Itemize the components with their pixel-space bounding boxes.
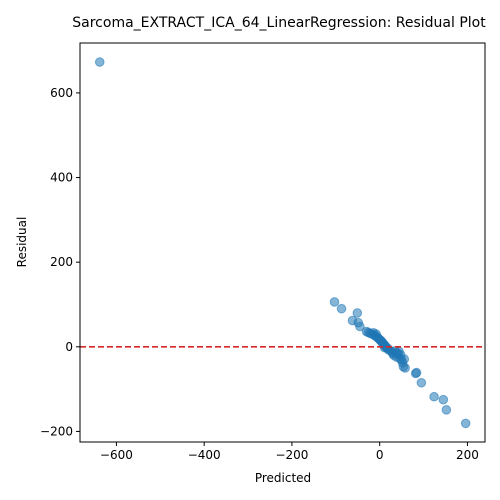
- scatter-point: [399, 354, 410, 364]
- x-axis-label: Predicted: [255, 471, 311, 485]
- scatter-point: [400, 363, 410, 373]
- chart-title: Sarcoma_EXTRACT_ICA_64_LinearRegression:…: [72, 15, 486, 31]
- x-tick-label: −400: [188, 448, 221, 462]
- scatter-point: [336, 303, 347, 314]
- x-axis-ticks: −600 −400 −200 0 200: [100, 442, 479, 462]
- plot-frame: [79, 42, 486, 443]
- y-tick-label: 0: [65, 340, 73, 354]
- x-tick-label: 200: [456, 448, 479, 462]
- scatter-point: [94, 57, 105, 67]
- x-tick-label: 0: [376, 448, 384, 462]
- x-tick-label: −600: [100, 448, 133, 462]
- y-axis-ticks: −200 0 200 400 600: [40, 86, 80, 438]
- scatter-point: [329, 297, 340, 307]
- scatter-point: [411, 367, 422, 378]
- scatter-point: [429, 391, 439, 402]
- scatter-point: [441, 405, 452, 415]
- scatter-point: [355, 321, 365, 332]
- scatter-point: [416, 377, 427, 388]
- scatter-point: [438, 394, 449, 405]
- y-tick-label: 600: [50, 86, 73, 100]
- y-tick-label: −200: [40, 424, 73, 438]
- scatter-point: [352, 308, 363, 318]
- scatter-points: [94, 57, 471, 429]
- y-tick-label: 400: [50, 171, 73, 185]
- scatter-point: [460, 418, 471, 429]
- y-axis-label: Residual: [15, 217, 29, 268]
- y-tick-label: 200: [50, 255, 73, 269]
- x-tick-label: −200: [275, 448, 308, 462]
